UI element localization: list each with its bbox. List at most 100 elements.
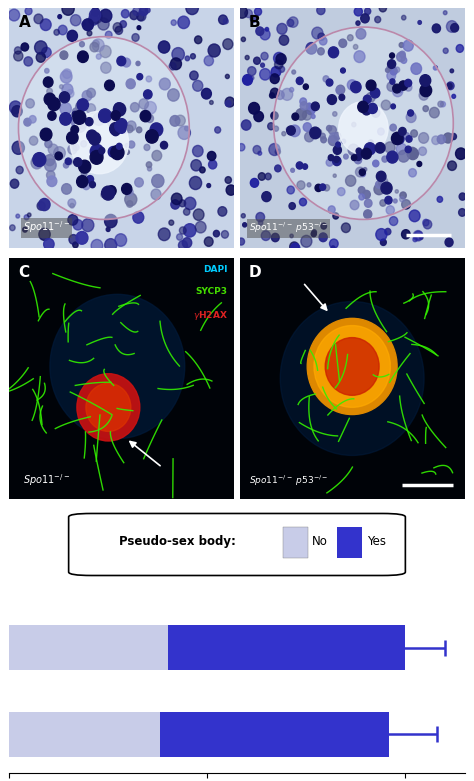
Circle shape	[146, 130, 158, 143]
Circle shape	[364, 168, 367, 171]
Circle shape	[451, 23, 459, 32]
Circle shape	[9, 101, 21, 114]
Circle shape	[351, 155, 357, 161]
Circle shape	[171, 58, 182, 70]
Circle shape	[178, 126, 191, 140]
Circle shape	[31, 156, 43, 169]
Circle shape	[92, 39, 104, 52]
Circle shape	[223, 19, 228, 23]
Circle shape	[68, 215, 78, 225]
Circle shape	[77, 118, 87, 129]
Circle shape	[125, 193, 137, 206]
Circle shape	[256, 27, 264, 35]
Circle shape	[179, 226, 186, 234]
Circle shape	[382, 156, 388, 162]
Circle shape	[243, 75, 253, 85]
Circle shape	[339, 102, 388, 155]
Text: $Spo11^{-/-}\ p53^{-/-}$: $Spo11^{-/-}\ p53^{-/-}$	[249, 474, 328, 488]
Circle shape	[405, 84, 412, 91]
Circle shape	[117, 144, 122, 149]
Circle shape	[172, 193, 182, 205]
Circle shape	[190, 71, 198, 80]
Circle shape	[221, 230, 228, 238]
Circle shape	[45, 69, 49, 73]
FancyBboxPatch shape	[69, 513, 405, 576]
Circle shape	[225, 97, 235, 107]
Circle shape	[67, 90, 74, 98]
Circle shape	[405, 146, 411, 152]
Circle shape	[385, 228, 391, 235]
Circle shape	[241, 37, 246, 41]
Circle shape	[373, 160, 379, 167]
Circle shape	[117, 56, 126, 66]
Circle shape	[115, 120, 126, 132]
Circle shape	[307, 319, 397, 415]
Circle shape	[447, 82, 454, 90]
Circle shape	[99, 109, 111, 123]
Circle shape	[147, 166, 152, 171]
Circle shape	[12, 141, 25, 155]
Circle shape	[59, 92, 70, 103]
Circle shape	[71, 126, 79, 134]
Circle shape	[132, 34, 139, 41]
Circle shape	[175, 115, 185, 126]
Circle shape	[145, 8, 150, 12]
Circle shape	[86, 383, 131, 431]
Circle shape	[320, 184, 326, 191]
Circle shape	[122, 184, 132, 194]
Circle shape	[208, 152, 216, 161]
Circle shape	[302, 164, 308, 169]
Circle shape	[258, 152, 262, 155]
Circle shape	[185, 126, 189, 130]
Circle shape	[447, 20, 457, 32]
Circle shape	[127, 121, 136, 131]
Circle shape	[75, 119, 84, 128]
Circle shape	[111, 115, 117, 121]
Circle shape	[271, 112, 278, 119]
Circle shape	[255, 8, 262, 16]
Circle shape	[81, 141, 87, 147]
Circle shape	[393, 199, 397, 203]
Circle shape	[401, 16, 406, 20]
Circle shape	[82, 219, 94, 232]
Circle shape	[12, 105, 22, 117]
Circle shape	[37, 201, 45, 210]
Text: SYCP3: SYCP3	[195, 287, 228, 296]
Circle shape	[337, 187, 345, 196]
Circle shape	[364, 210, 372, 219]
Circle shape	[271, 66, 281, 77]
Circle shape	[137, 26, 141, 30]
Circle shape	[117, 119, 127, 130]
Text: $Spo11^{-/-}$: $Spo11^{-/-}$	[23, 219, 70, 235]
Text: DAPI: DAPI	[203, 266, 228, 274]
Circle shape	[21, 43, 28, 51]
Circle shape	[82, 91, 92, 101]
Circle shape	[274, 60, 283, 69]
Circle shape	[130, 102, 139, 112]
Circle shape	[328, 126, 337, 134]
Circle shape	[282, 88, 293, 101]
Circle shape	[48, 144, 58, 155]
Circle shape	[70, 111, 128, 173]
Circle shape	[328, 155, 334, 161]
Circle shape	[314, 326, 391, 408]
Circle shape	[54, 147, 65, 159]
Circle shape	[219, 15, 228, 24]
Circle shape	[39, 198, 50, 211]
Circle shape	[398, 88, 402, 93]
Circle shape	[112, 127, 119, 136]
Circle shape	[361, 14, 369, 23]
Circle shape	[101, 186, 115, 200]
Circle shape	[354, 7, 363, 16]
Circle shape	[139, 98, 148, 109]
Circle shape	[413, 237, 417, 242]
Circle shape	[311, 115, 315, 119]
Circle shape	[178, 16, 190, 29]
Circle shape	[183, 209, 190, 216]
Circle shape	[385, 142, 395, 153]
Circle shape	[137, 73, 143, 80]
Circle shape	[226, 185, 236, 195]
Circle shape	[223, 39, 233, 49]
Circle shape	[317, 5, 325, 15]
Circle shape	[191, 159, 201, 171]
